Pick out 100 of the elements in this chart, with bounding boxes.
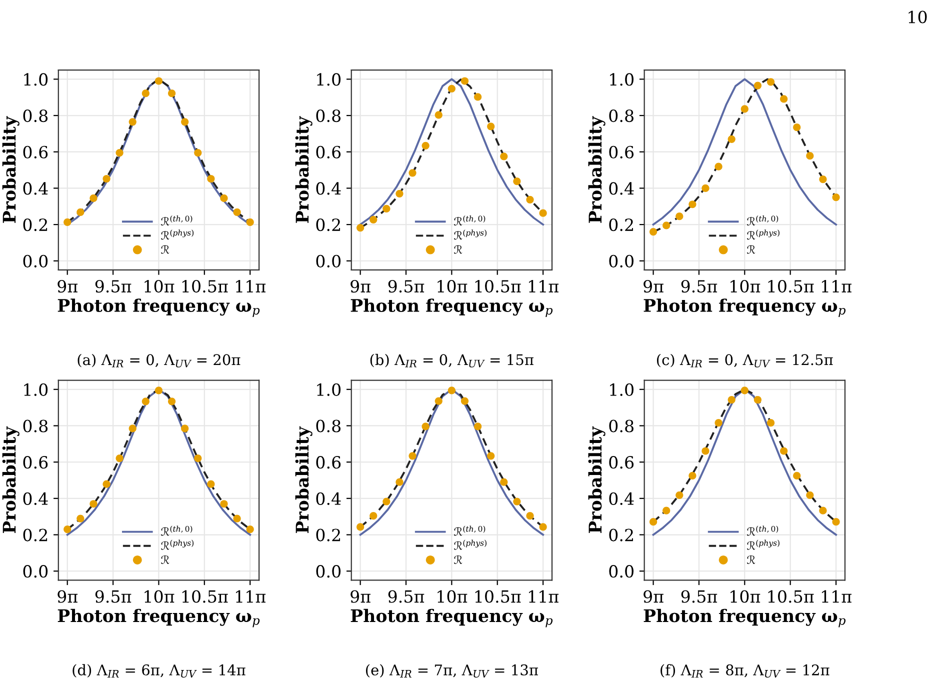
x-tick-label: 10π [144, 280, 174, 293]
point [676, 491, 684, 499]
x-tick-label: 9π [644, 280, 664, 293]
point [356, 224, 364, 232]
x-tick-label: 9π [58, 280, 78, 293]
legend-label: ℛ$^{(th,0)}$ [454, 526, 486, 536]
point [474, 422, 482, 430]
y-tick-label: 0.4 [609, 492, 634, 505]
y-axis-title: Probability [588, 426, 606, 534]
point [702, 447, 710, 455]
legend-label: ℛ$^{(phys)}$ [454, 230, 486, 240]
legend-label: ℛ [747, 555, 756, 564]
y-tick-label: 0.6 [316, 456, 341, 469]
text: (f) Λ$_{IR}$ = 8π, Λ$_{UV}$ = 12π [660, 664, 830, 678]
legend-label: ℛ [747, 245, 756, 254]
y-tick-label: 0.2 [23, 218, 48, 232]
point [207, 174, 215, 183]
point [649, 518, 658, 526]
point [64, 526, 72, 534]
y-tick-label: 1.0 [24, 73, 48, 86]
y-tick-label: 0.8 [609, 420, 634, 432]
x-tick-label: 10.5π [475, 590, 521, 603]
y-tick-label: 0.0 [316, 565, 341, 578]
point [740, 105, 748, 113]
y-axis-title: Probability [2, 426, 20, 534]
point [142, 90, 150, 98]
x-tick-label: 11π [529, 280, 559, 292]
point [487, 122, 495, 130]
y-axis-title: Probability [295, 426, 312, 534]
point [168, 90, 176, 98]
point [793, 472, 801, 480]
y-tick-label: 0.2 [316, 218, 340, 232]
x-tick-label: 9.5π [681, 590, 718, 603]
y-tick-label: 1.0 [24, 383, 48, 396]
x-tick-label: 10.5π [475, 280, 521, 293]
point [460, 77, 469, 85]
point [526, 512, 534, 520]
x-tick-label: 9.5π [681, 280, 718, 293]
x-axis-title: Photon frequency ω$_{p}$ [644, 298, 846, 318]
point [487, 452, 495, 460]
point [448, 84, 456, 92]
point [102, 480, 110, 488]
point [832, 193, 840, 202]
point [448, 386, 456, 394]
point [194, 454, 202, 462]
point [76, 514, 84, 522]
y-tick-label: 0.8 [316, 109, 341, 122]
y-tick-label: 0.0 [609, 254, 634, 268]
point [408, 169, 416, 177]
y-tick-label: 0.8 [23, 109, 48, 122]
point [370, 216, 378, 224]
x-tick-label: 9π [644, 590, 664, 603]
point [116, 148, 124, 157]
point [220, 500, 228, 508]
legend-label: ℛ$^{(phys)}$ [161, 540, 194, 550]
point [832, 518, 840, 526]
y-tick-label: 1.0 [317, 383, 341, 396]
point [396, 478, 404, 486]
point [128, 118, 136, 126]
point [434, 111, 442, 119]
point [513, 498, 521, 506]
point [181, 118, 189, 126]
x-tick-label: 10π [730, 280, 760, 293]
y-tick-label: 0.0 [609, 565, 634, 578]
point [233, 208, 241, 216]
y-tick-label: 0.4 [316, 492, 341, 505]
legend-label: ℛ$^{(phys)}$ [161, 230, 194, 240]
y-tick-label: 0.4 [316, 182, 341, 195]
point [740, 386, 748, 394]
point [90, 194, 98, 202]
y-tick-label: 0.6 [23, 456, 48, 469]
x-tick-label: 11π [236, 590, 266, 603]
point [128, 424, 136, 432]
y-tick-label: 0.0 [23, 565, 48, 578]
y-tick-label: 0.2 [609, 528, 633, 542]
point [90, 500, 98, 508]
y-tick-label: 0.4 [609, 182, 634, 195]
x-tick-label: 11π [236, 280, 266, 292]
point [181, 424, 189, 432]
text: (e) Λ$_{IR}$ = 7π, Λ$_{UV}$ = 13π [366, 664, 538, 678]
point [64, 218, 72, 226]
point [649, 228, 658, 236]
y-axis-title: Probability [2, 116, 20, 223]
point [688, 472, 696, 480]
text: (c) Λ$_{IR}$ = 0, Λ$_{UV}$ = 12.5π [656, 354, 833, 368]
point [780, 95, 788, 103]
y-tick-label: 0.8 [609, 109, 634, 122]
legend-label: ℛ [454, 245, 462, 254]
point [460, 397, 469, 405]
point [396, 190, 404, 198]
point [728, 396, 736, 404]
y-tick-label: 1.0 [610, 73, 634, 86]
x-tick-label: 10π [438, 280, 468, 293]
y-tick-label: 0.6 [316, 146, 341, 158]
point [220, 194, 228, 202]
x-tick-label: 11π [822, 280, 852, 292]
x-tick-label: 9.5π [388, 280, 424, 293]
y-tick-label: 0.2 [316, 528, 340, 542]
y-tick-label: 0.0 [23, 254, 48, 268]
point [408, 452, 416, 460]
